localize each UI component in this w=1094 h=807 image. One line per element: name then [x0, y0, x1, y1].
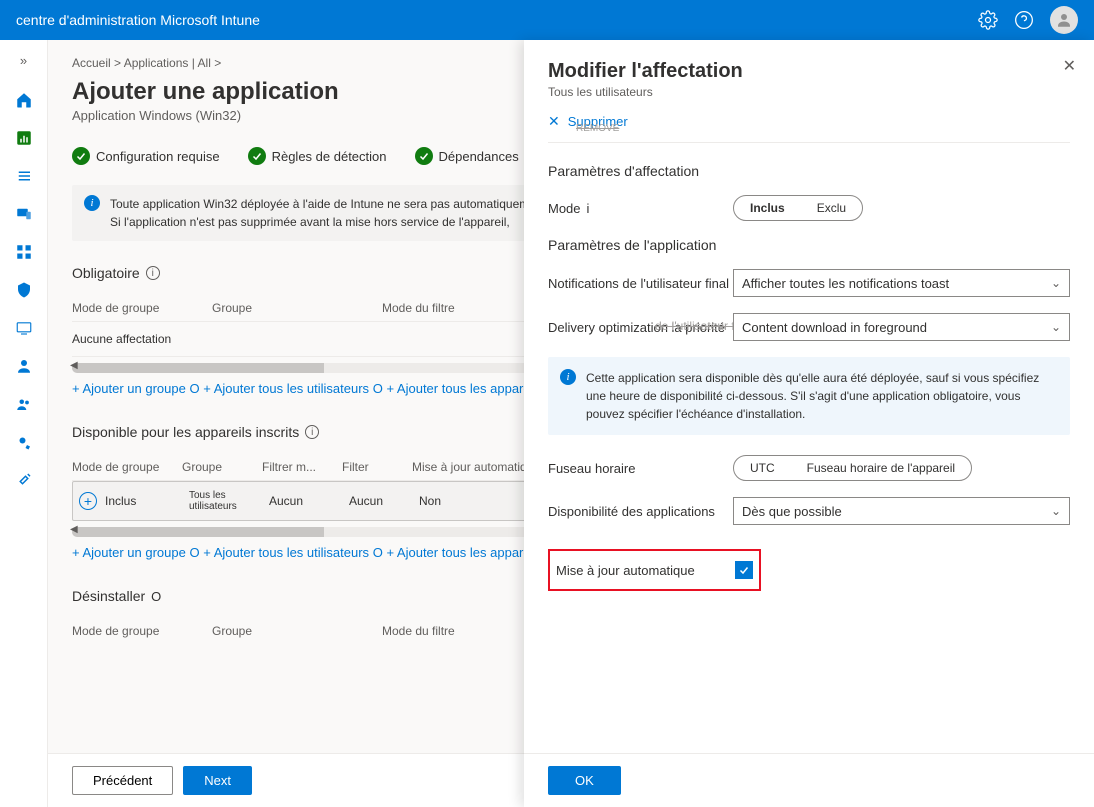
col-header: Groupe: [212, 301, 382, 315]
chevron-down-icon: ⌄: [1051, 276, 1061, 290]
col-header: Filtrer m...: [262, 460, 342, 474]
col-header: Mode du filtre: [382, 301, 463, 315]
info-icon[interactable]: i: [305, 425, 319, 439]
sidebar-devices-icon[interactable]: [8, 200, 40, 228]
availability-select[interactable]: Dès que possible ⌄: [733, 497, 1070, 525]
auto-update-checkbox[interactable]: [735, 561, 753, 579]
add-group-link[interactable]: + Ajouter un groupe: [72, 381, 186, 396]
gear-icon[interactable]: [978, 10, 998, 30]
delivery-select[interactable]: Content download in foreground ⌄: [733, 313, 1070, 341]
check-icon: [72, 147, 90, 165]
cell: Non: [419, 494, 449, 508]
step-detection[interactable]: Règles de détection: [248, 147, 387, 165]
sidebar-troubleshoot-icon[interactable]: [8, 466, 40, 494]
auto-update-label: Mise à jour automatique: [556, 563, 695, 578]
avail-label: Disponibilité des applications: [548, 504, 733, 519]
cell: Inclus: [105, 494, 136, 508]
step-label: Dépendances: [439, 149, 519, 164]
flyout-panel: ✕ Modifier l'affectation Tous les utilis…: [524, 40, 1094, 807]
info-icon[interactable]: i: [146, 266, 160, 280]
add-group-link[interactable]: + Ajouter un groupe: [72, 545, 186, 560]
topbar-title: centre d'administration Microsoft Intune: [16, 12, 260, 28]
notification-select[interactable]: Afficher toutes les notifications toast …: [733, 269, 1070, 297]
toggle-device-tz[interactable]: Fuseau horaire de l'appareil: [791, 456, 971, 480]
auto-update-highlight: Mise à jour automatique: [548, 549, 761, 591]
info-icon: i: [84, 195, 100, 211]
info-icon[interactable]: i: [587, 201, 590, 216]
select-value: Afficher toutes les notifications toast: [742, 276, 949, 291]
avatar[interactable]: [1050, 6, 1078, 34]
flyout-title: Modifier l'affectation: [548, 60, 1070, 83]
sidebar-expand-icon[interactable]: »: [8, 48, 40, 72]
help-icon[interactable]: [1014, 10, 1034, 30]
cell: Aucun: [349, 494, 419, 508]
add-all-users-link[interactable]: + Ajouter tous les utilisateurs: [203, 381, 369, 396]
section-label: Disponible pour les appareils inscrits: [72, 424, 299, 440]
toggle-utc[interactable]: UTC: [734, 456, 791, 480]
step-label: Règles de détection: [272, 149, 387, 164]
select-value: Content download in foreground: [742, 320, 927, 335]
next-button[interactable]: Next: [183, 766, 252, 795]
previous-button[interactable]: Précédent: [72, 766, 173, 795]
mode-toggle[interactable]: Inclus Exclu: [733, 195, 863, 221]
flyout-footer: OK: [524, 753, 1094, 807]
info-text: Cette application sera disponible dès qu…: [586, 369, 1058, 423]
x-icon: ✕: [548, 113, 560, 130]
sidebar-home-icon[interactable]: [8, 86, 40, 114]
col-header: Mode de groupe: [72, 460, 182, 474]
remove-button[interactable]: ✕ Supprimer REMOVE: [548, 113, 1070, 143]
col-header: Mode de groupe: [72, 301, 212, 315]
check-icon: [248, 147, 266, 165]
section-label: Obligatoire: [72, 265, 140, 281]
blue-info-banner: i Cette application sera disponible dès …: [548, 357, 1070, 435]
step-label: Configuration requise: [96, 149, 220, 164]
toggle-exclu[interactable]: Exclu: [801, 196, 862, 220]
empty-text: Aucune affectation: [72, 332, 171, 346]
step-dependencies[interactable]: Dépendances: [415, 147, 519, 165]
col-header: Mode de groupe: [72, 624, 212, 638]
topbar: centre d'administration Microsoft Intune: [0, 0, 1094, 40]
topbar-right: [978, 6, 1078, 34]
add-all-devices-link[interactable]: + Ajouter tous les appareils: [386, 545, 542, 560]
col-header: Groupe: [182, 460, 262, 474]
col-header: Mode du filtre: [382, 624, 463, 638]
ghost-text: REMOVE: [576, 123, 619, 134]
chevron-down-icon: ⌄: [1051, 320, 1061, 334]
notif-label: Notifications de l'utilisateur final: [548, 276, 733, 291]
sidebar-dashboard-icon[interactable]: [8, 124, 40, 152]
section-title: Paramètres de l'application: [548, 237, 1070, 253]
sidebar-tenant-icon[interactable]: [8, 428, 40, 456]
cell: Tous les utilisateurs: [189, 490, 269, 512]
section-title: Paramètres d'affectation: [548, 163, 1070, 179]
add-all-users-link[interactable]: + Ajouter tous les utilisateurs: [203, 545, 369, 560]
chevron-down-icon: ⌄: [1051, 504, 1061, 518]
sidebar-groups-icon[interactable]: [8, 390, 40, 418]
sidebar: »: [0, 40, 48, 807]
sidebar-users-icon[interactable]: [8, 352, 40, 380]
tz-toggle[interactable]: UTC Fuseau horaire de l'appareil: [733, 455, 972, 481]
info-icon: i: [560, 369, 576, 385]
mode-label: Modei: [548, 201, 733, 216]
step-requirements[interactable]: Configuration requise: [72, 147, 220, 165]
sidebar-list-icon[interactable]: [8, 162, 40, 190]
ok-button[interactable]: OK: [548, 766, 621, 795]
sidebar-apps-icon[interactable]: [8, 238, 40, 266]
sidebar-security-icon[interactable]: [8, 276, 40, 304]
plus-icon: +: [79, 492, 97, 510]
check-icon: [415, 147, 433, 165]
toggle-inclus[interactable]: Inclus: [734, 196, 801, 220]
close-icon[interactable]: ✕: [1063, 56, 1076, 76]
add-all-devices-link[interactable]: + Ajouter tous les appareils: [386, 381, 542, 396]
tz-label: Fuseau horaire: [548, 461, 733, 476]
section-label: Désinstaller: [72, 588, 145, 604]
col-header: Filter: [342, 460, 412, 474]
cell: Aucun: [269, 494, 349, 508]
sidebar-reports-icon[interactable]: [8, 314, 40, 342]
select-value: Dès que possible: [742, 504, 842, 519]
flyout-subtitle: Tous les utilisateurs: [548, 85, 1070, 99]
col-header: Groupe: [212, 624, 382, 638]
